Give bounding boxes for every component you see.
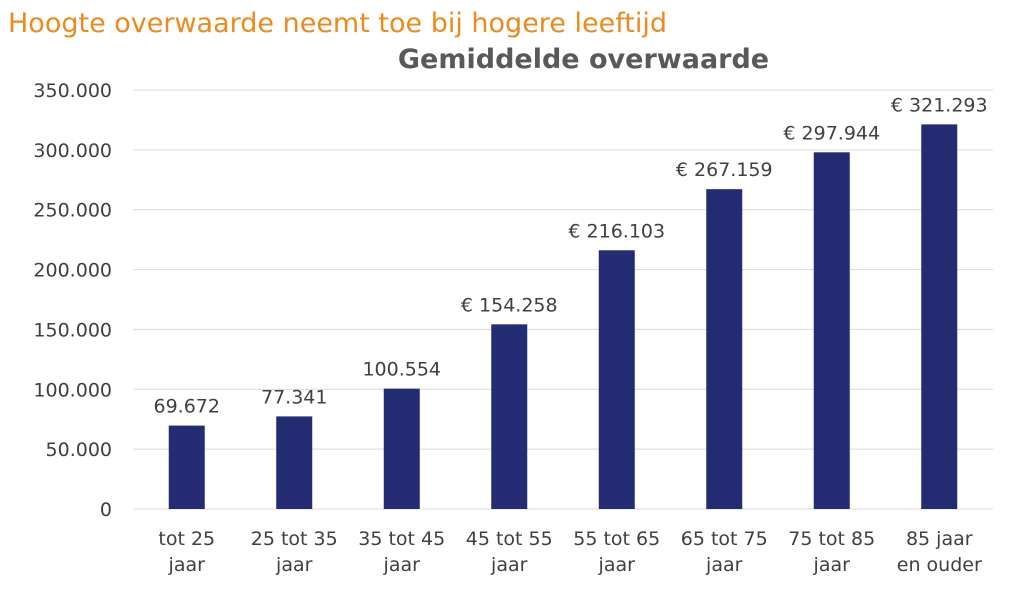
- data-label: € 267.159: [676, 159, 773, 181]
- bar: [168, 425, 205, 509]
- category-label-line: jaar: [598, 554, 636, 576]
- bars: [168, 124, 958, 510]
- category-label: 35 tot 45 jaar: [358, 528, 445, 576]
- category-label-line: 35 tot 45: [358, 528, 445, 550]
- bar: [491, 324, 528, 509]
- y-tick-label: 300.000: [33, 140, 112, 162]
- gridlines: [133, 89, 993, 510]
- category-label-line: jaar: [383, 554, 421, 576]
- category-label-line: jaar: [275, 554, 313, 576]
- bar: [598, 250, 635, 510]
- category-label: 65 tot 75 jaar: [681, 528, 768, 576]
- bar: [813, 152, 850, 509]
- bar: [276, 416, 313, 509]
- category-label-line: 75 tot 85: [788, 528, 875, 550]
- category-label-line: 65 tot 75: [681, 528, 768, 550]
- category-label: tot 25 jaar: [158, 528, 215, 576]
- category-label-line: 45 tot 55: [466, 528, 553, 550]
- category-label-line: jaar: [705, 554, 743, 576]
- data-label: 69.672: [154, 396, 220, 418]
- category-label: 45 tot 55 jaar: [466, 528, 553, 576]
- category-label-line: jaar: [813, 554, 851, 576]
- data-label: € 216.103: [568, 220, 665, 242]
- page-headline: Hoogte overwaarde neemt toe bij hogere l…: [8, 8, 667, 39]
- data-label: € 154.258: [461, 294, 558, 316]
- bar: [921, 124, 958, 509]
- data-label: € 297.944: [783, 122, 880, 144]
- category-label-line: tot 25: [158, 528, 215, 550]
- y-axis-tick-labels: 0 50.000 100.000 150.000 200.000 250.000 300.0…: [33, 80, 112, 521]
- data-label: 77.341: [261, 386, 327, 408]
- category-label-line: jaar: [168, 554, 206, 576]
- y-tick-label: 50.000: [46, 439, 112, 461]
- y-tick-label: 100.000: [33, 379, 112, 401]
- bar: [383, 388, 420, 509]
- category-label-line: 85 jaar: [906, 528, 973, 550]
- y-tick-label: 200.000: [33, 260, 112, 282]
- data-label: 100.554: [362, 359, 441, 381]
- bar: [706, 189, 743, 509]
- category-label: 85 jaar en ouder: [897, 528, 982, 576]
- category-label-line: jaar: [490, 554, 528, 576]
- category-label-line: 25 tot 35: [251, 528, 338, 550]
- y-tick-label: 350.000: [33, 80, 112, 102]
- category-label: 75 tot 85 jaar: [788, 528, 875, 576]
- y-tick-label: 0: [100, 499, 112, 521]
- data-labels: 69.672 77.341 100.554 € 154.258 € 216.103 € 2…: [154, 94, 988, 417]
- y-tick-label: 250.000: [33, 200, 112, 222]
- y-tick-label: 150.000: [33, 319, 112, 341]
- category-label-line: 55 tot 65: [573, 528, 660, 550]
- category-label: 25 tot 35 jaar: [251, 528, 338, 576]
- category-label: 55 tot 65 jaar: [573, 528, 660, 576]
- data-label: € 321.293: [891, 94, 988, 116]
- category-label-line: en ouder: [897, 554, 982, 576]
- chart-title: Gemiddelde overwaarde: [397, 44, 770, 75]
